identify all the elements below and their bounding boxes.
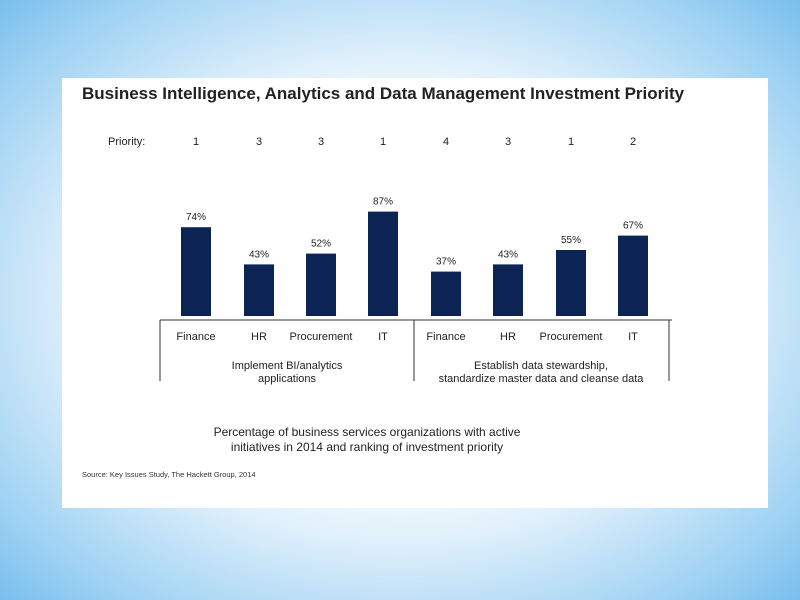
priority-value: 1 <box>193 136 199 148</box>
caption-line-2: initiatives in 2014 and ranking of inves… <box>230 440 504 454</box>
bar-value-label: 67% <box>623 221 643 232</box>
priority-value: 3 <box>318 136 324 148</box>
category-label: IT <box>378 331 388 343</box>
source-note: Source: Key Issues Study, The Hackett Gr… <box>82 470 256 479</box>
category-label: Finance <box>426 331 465 343</box>
category-label: HR <box>500 331 516 343</box>
priority-value: 1 <box>568 136 574 148</box>
priority-value: 2 <box>630 136 636 148</box>
category-label: Procurement <box>290 331 353 343</box>
category-label: HR <box>251 331 267 343</box>
priority-value: 1 <box>380 136 386 148</box>
category-label: Finance <box>176 331 215 343</box>
priority-value: 4 <box>443 136 449 148</box>
bar-value-label: 87% <box>373 197 393 208</box>
group-label-line: standardize master data and cleanse data <box>439 373 645 385</box>
slide-content: Business Intelligence, Analytics and Dat… <box>62 78 768 508</box>
bar <box>181 227 211 316</box>
bar <box>556 250 586 316</box>
chart-title: Business Intelligence, Analytics and Dat… <box>82 84 685 103</box>
bar <box>306 253 336 316</box>
bar-value-label: 55% <box>561 235 581 246</box>
bar <box>244 264 274 316</box>
group-label-line: Implement BI/analytics <box>232 360 343 372</box>
bar <box>368 211 398 316</box>
category-label: Procurement <box>540 331 603 343</box>
bar <box>493 264 523 316</box>
bar <box>618 235 648 316</box>
bar-value-label: 43% <box>498 249 518 260</box>
priority-value: 3 <box>256 136 262 148</box>
bar <box>431 271 461 316</box>
chart-caption: Percentage of business services organiza… <box>62 425 672 455</box>
group-label-line: Establish data stewardship, <box>474 360 608 372</box>
bar-value-label: 52% <box>311 239 331 250</box>
caption-line-1: Percentage of business services organiza… <box>213 425 521 439</box>
priority-row-label: Priority: <box>108 136 145 148</box>
bar-chart: Priority: 1 74% Finance 3 43% HR 3 52% Procuremen… <box>108 136 672 385</box>
category-label: IT <box>628 331 638 343</box>
bar-value-label: 74% <box>186 212 206 223</box>
priority-value: 3 <box>505 136 511 148</box>
bar-value-label: 37% <box>436 257 456 268</box>
group-label-line: applications <box>258 373 317 385</box>
bar-value-label: 43% <box>249 249 269 260</box>
